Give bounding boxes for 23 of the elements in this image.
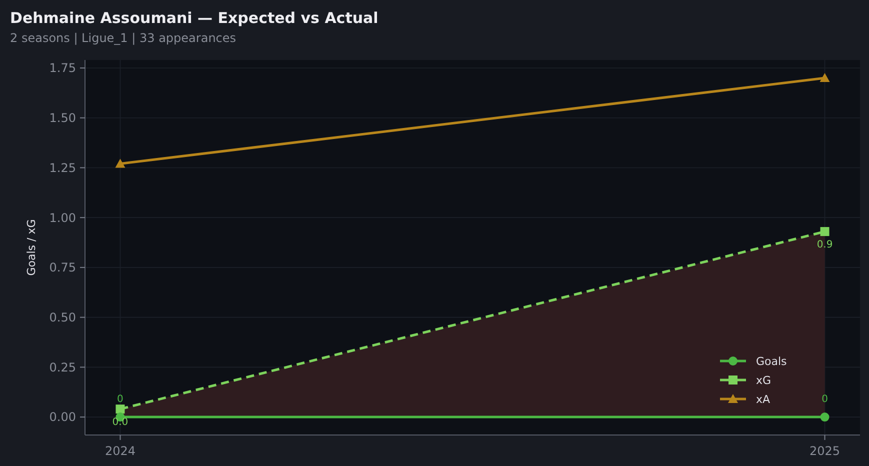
legend-label: xG xyxy=(756,374,772,387)
data-label: 0.9 xyxy=(816,240,833,251)
x-tick-label: 2025 xyxy=(810,444,840,458)
data-label: 0 xyxy=(822,394,828,406)
chart-title: Dehmaine Assoumani — Expected vs Actual xyxy=(10,9,378,27)
legend-label: Goals xyxy=(756,354,788,368)
chart-subtitle: 2 seasons | Ligue_1 | 33 appearances xyxy=(10,31,236,45)
point xyxy=(820,412,830,422)
y-tick-label: 0.00 xyxy=(49,410,76,424)
y-tick-label: 1.00 xyxy=(49,210,76,225)
y-tick-label: 1.25 xyxy=(49,160,76,175)
y-tick-label: 0.75 xyxy=(49,260,76,275)
data-label: 0 xyxy=(117,394,124,406)
point xyxy=(116,404,125,414)
data-label: 0.0 xyxy=(112,417,128,428)
x-tick-label: 2024 xyxy=(104,444,136,458)
y-axis-title: Goals / xG xyxy=(25,219,38,276)
y-tick-label: 1.75 xyxy=(49,61,76,76)
y-tick-label: 1.50 xyxy=(49,111,76,126)
legend-label: xA xyxy=(756,392,771,406)
y-tick-label: 0.25 xyxy=(49,360,76,374)
y-tick-label: 0.50 xyxy=(49,310,76,325)
point xyxy=(820,227,830,236)
